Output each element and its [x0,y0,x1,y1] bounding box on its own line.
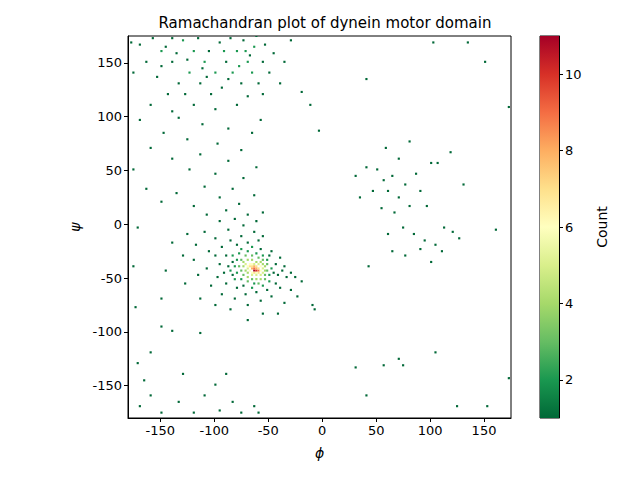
svg-text:ψ: ψ [67,222,83,232]
svg-text:6: 6 [565,220,573,235]
svg-text:-100: -100 [200,423,230,438]
svg-text:150: 150 [472,423,497,438]
svg-text:50: 50 [105,163,122,178]
svg-text:-150: -150 [146,423,176,438]
svg-text:-100: -100 [92,324,122,339]
svg-text:2: 2 [565,372,573,387]
svg-text:Ramachandran plot of dynein mo: Ramachandran plot of dynein motor domain [159,14,492,32]
svg-text:-50: -50 [258,423,279,438]
svg-text:10: 10 [565,67,582,82]
svg-text:8: 8 [565,143,573,158]
svg-text:-150: -150 [92,378,122,393]
svg-text:100: 100 [418,423,443,438]
svg-text:0: 0 [318,423,326,438]
svg-text:4: 4 [565,296,573,311]
svg-text:0: 0 [114,217,122,232]
svg-text:ϕ: ϕ [315,445,324,461]
svg-text:150: 150 [97,55,122,70]
svg-text:-50: -50 [101,271,122,286]
svg-text:Count: Count [594,206,610,248]
svg-text:100: 100 [97,109,122,124]
svg-text:50: 50 [368,423,385,438]
